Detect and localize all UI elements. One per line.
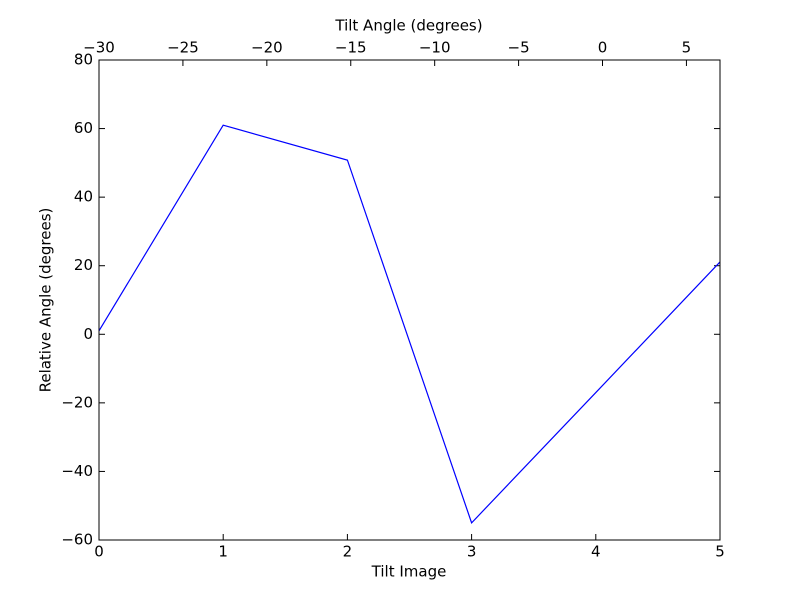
- x2-tick-label: −30: [83, 39, 115, 57]
- y-tick-label: −60: [61, 531, 93, 549]
- x2-axis-label: Tilt Angle (degrees): [334, 17, 482, 35]
- y-tick-label: −40: [61, 462, 93, 480]
- x2-tick-label: −25: [167, 39, 199, 57]
- y-tick-label: 0: [83, 325, 93, 343]
- x-tick-label: 3: [467, 543, 477, 561]
- x-tick-label: 1: [218, 543, 228, 561]
- y-tick-label: 40: [74, 188, 93, 206]
- y-tick-label: −20: [61, 393, 93, 411]
- plot-frame: [98, 59, 721, 541]
- x-tick-label: 0: [94, 543, 104, 561]
- x2-tick-label: 5: [682, 39, 692, 57]
- x2-tick-label: −15: [335, 39, 367, 57]
- x2-tick-label: 0: [598, 39, 608, 57]
- x2-tick-label: −20: [251, 39, 283, 57]
- line: [98, 124, 721, 524]
- x-tick-label: 5: [715, 543, 725, 561]
- x-tick-label: 2: [343, 543, 353, 561]
- y-tick-label: 80: [74, 51, 93, 69]
- x-tick-label: 4: [591, 543, 601, 561]
- x2-tick-label: −5: [508, 39, 530, 57]
- y-axis-label: Relative Angle (degrees): [37, 208, 55, 393]
- y-tick-label: 60: [74, 119, 93, 137]
- y-tick-label: 20: [74, 256, 93, 274]
- x2-tick-label: −10: [419, 39, 451, 57]
- x-axis-label: Tilt Image: [371, 563, 447, 581]
